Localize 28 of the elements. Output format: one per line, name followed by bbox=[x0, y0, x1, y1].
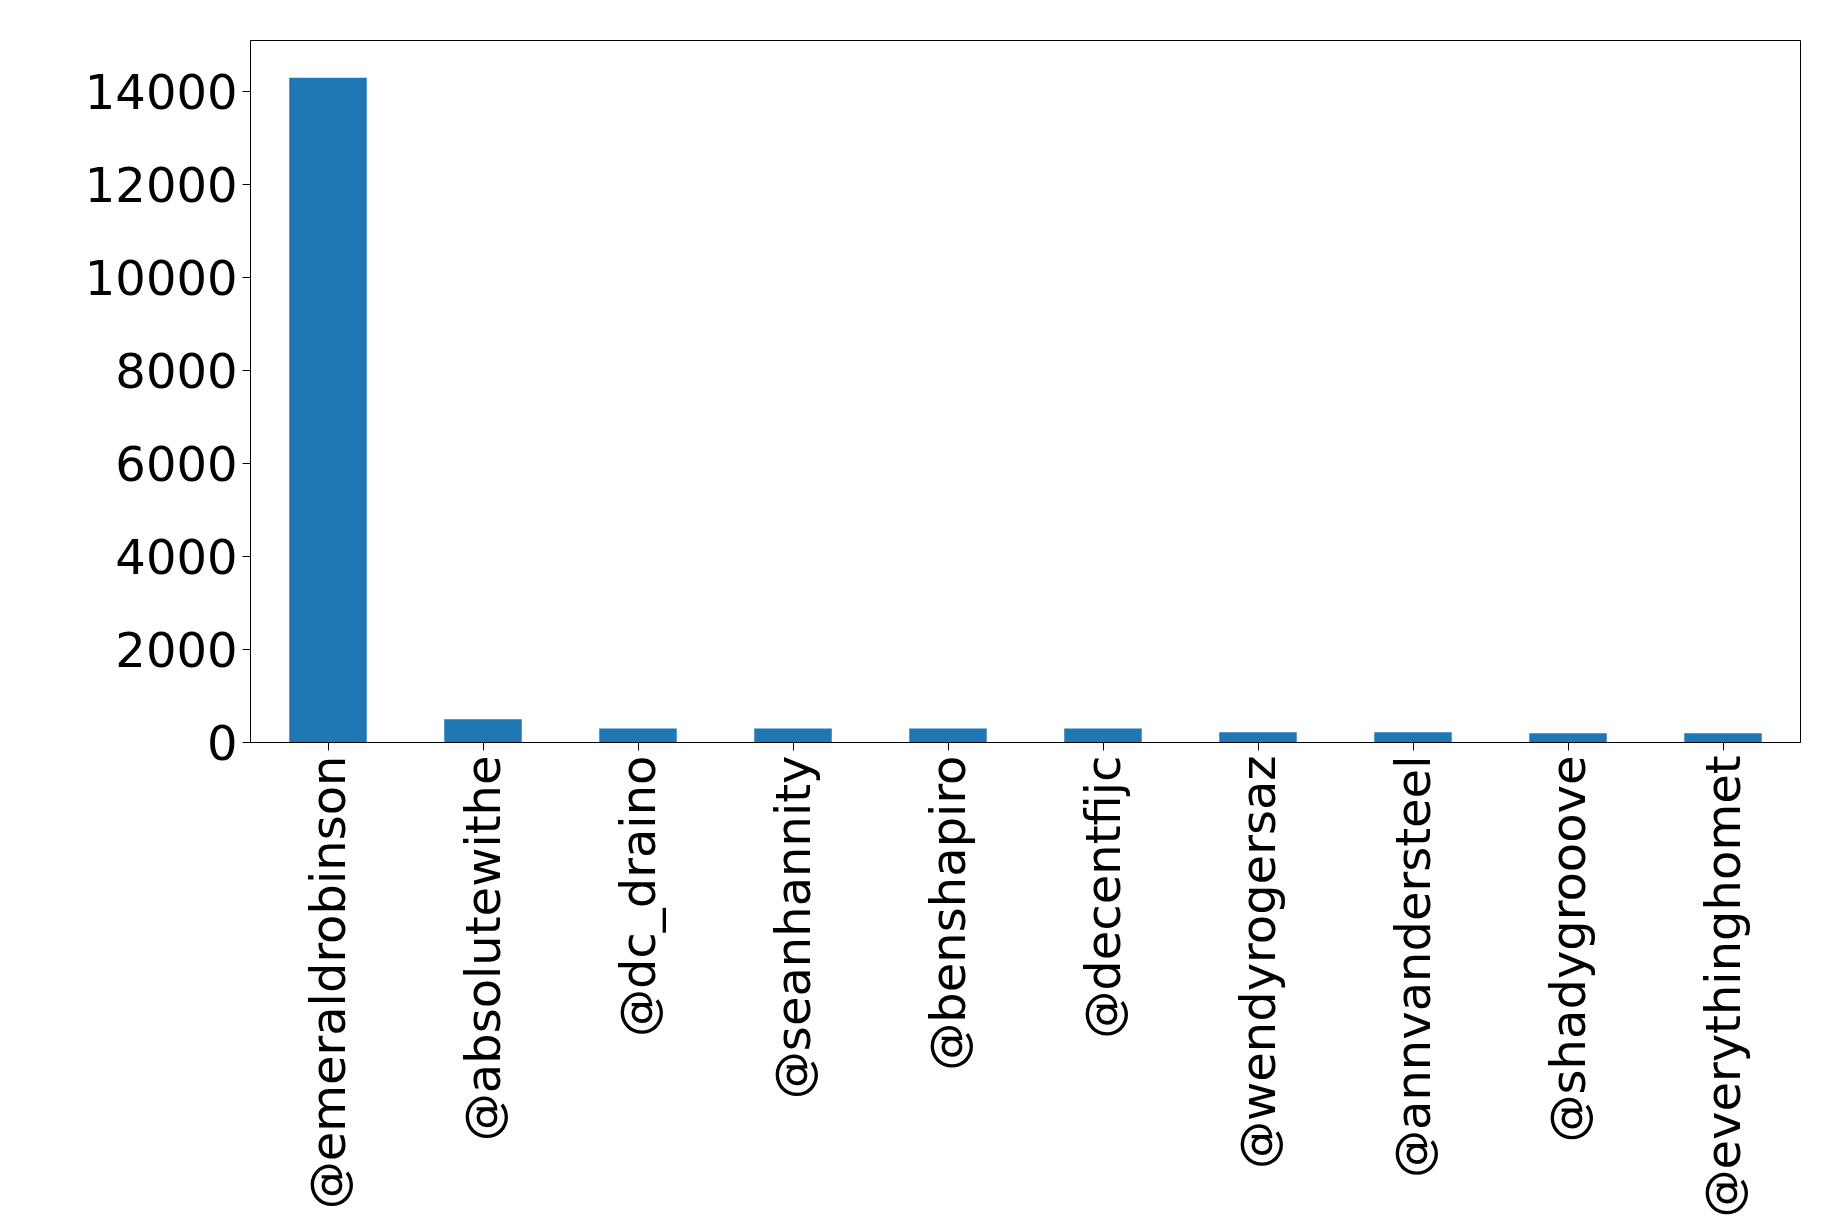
x-tick-label: @absolutewithe bbox=[455, 755, 511, 1142]
x-tick-label: @everythinghomet bbox=[1695, 755, 1751, 1218]
y-tick-label: 12000 bbox=[84, 157, 238, 214]
y-tick-label: 14000 bbox=[84, 64, 238, 121]
bar bbox=[444, 719, 522, 743]
y-tick-label: 4000 bbox=[115, 529, 238, 586]
bar bbox=[1374, 732, 1452, 743]
bar bbox=[1064, 728, 1142, 743]
bar bbox=[909, 728, 987, 743]
y-tick-label: 0 bbox=[206, 715, 238, 771]
x-tick-label: @seanhannity bbox=[765, 755, 821, 1100]
bar bbox=[599, 728, 677, 743]
bar bbox=[1219, 732, 1297, 743]
y-tick-label: 10000 bbox=[84, 250, 238, 307]
y-tick-label: 8000 bbox=[115, 343, 238, 400]
y-tick-label: 6000 bbox=[115, 436, 238, 493]
bar bbox=[289, 77, 367, 743]
bar bbox=[1684, 733, 1762, 743]
bar bbox=[1529, 733, 1607, 743]
x-tick-label: @annvandersteel bbox=[1385, 755, 1441, 1178]
x-tick-label: @wendyrogersaz bbox=[1230, 755, 1286, 1169]
x-tick-label: @decentfijc bbox=[1075, 755, 1131, 1039]
x-tick-label: @emeraldrobinson bbox=[300, 755, 356, 1210]
x-tick-label: @dc_draino bbox=[610, 755, 666, 1038]
y-tick-label: 2000 bbox=[115, 622, 238, 679]
bar bbox=[754, 728, 832, 743]
x-tick-label: @benshapiro bbox=[920, 755, 976, 1071]
x-tick-label: @shadygrooove bbox=[1540, 755, 1596, 1143]
